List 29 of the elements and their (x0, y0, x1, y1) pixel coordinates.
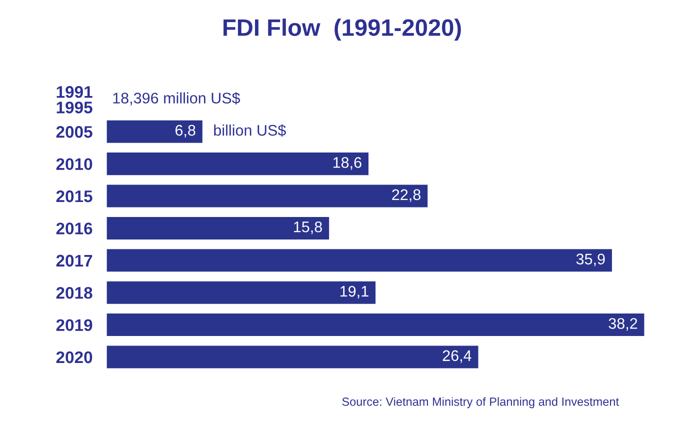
y-tick-label: 2017 (56, 254, 92, 267)
data-label: 19,1 (340, 286, 368, 299)
y-tick-label: 2018 (56, 287, 92, 299)
source-note: Source: Vietnam Ministry of Planning and Investment (342, 397, 619, 408)
y-tick-label: 2016 (56, 222, 92, 234)
y-tick-label: 2015 (56, 190, 92, 202)
y-tick-label: 2005 (56, 126, 92, 138)
data-label: 15,8 (294, 221, 322, 234)
data-label: 22,8 (392, 189, 420, 202)
bar (106, 314, 644, 336)
bar (106, 120, 202, 143)
data-label: 38,2 (608, 318, 638, 331)
bar (106, 281, 376, 304)
data-label: 18,6 (333, 157, 362, 170)
bar (106, 216, 330, 240)
y-tick-label: 1991 1995 (56, 86, 92, 114)
bar (106, 184, 428, 208)
bar (106, 346, 478, 368)
y-tick-label: 2020 (56, 351, 92, 364)
chart-title: FDI Flow (1991-2020) (224, 18, 461, 41)
text: 18,396 million US$ (113, 92, 240, 106)
data-label: 35,9 (576, 254, 605, 266)
annotation: billion US$ (214, 124, 286, 137)
data-label: 26,4 (442, 350, 472, 363)
data-label: 6,8 (175, 124, 196, 138)
y-tick-label: 2019 (56, 319, 92, 331)
y-tick-label: 2010 (56, 158, 92, 170)
bar (106, 249, 612, 272)
bar (106, 152, 368, 176)
